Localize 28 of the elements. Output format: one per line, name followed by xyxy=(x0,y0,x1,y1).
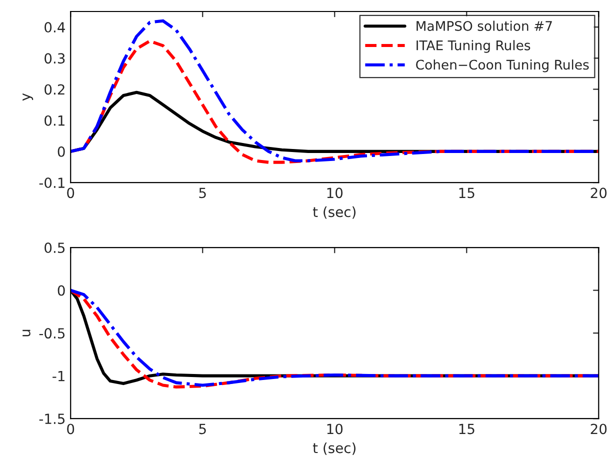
y-axis-title: y xyxy=(22,93,34,101)
y-tick-label: 0.3 xyxy=(44,53,65,64)
x-tick-label: 20 xyxy=(590,424,607,434)
x-axis-title: t (sec) xyxy=(312,206,356,219)
legend-label: Cohen−Coon Tuning Rules xyxy=(416,59,589,72)
x-tick-label: 20 xyxy=(590,188,607,198)
y-tick-label: -0.5 xyxy=(39,328,65,339)
legend-label: ITAE Tuning Rules xyxy=(416,40,530,53)
legend-label: MaMPSO solution #7 xyxy=(416,20,552,31)
y-tick-label: 0.2 xyxy=(44,84,64,95)
x-tick-label: 10 xyxy=(327,424,343,434)
x-tick-label: 15 xyxy=(459,188,474,198)
y-tick-label: -1 xyxy=(52,370,64,382)
x-tick-label: 5 xyxy=(199,188,206,198)
x-tick-label: 10 xyxy=(327,188,343,198)
y-tick-label: 0 xyxy=(58,285,65,296)
y-tick-label: 0.1 xyxy=(44,115,64,126)
y-tick-label: -1.5 xyxy=(39,414,65,424)
y-axis-title: u xyxy=(22,330,30,336)
y-tick-label: 0 xyxy=(58,146,65,157)
x-tick-label: 0 xyxy=(67,424,74,434)
y-tick-label: 0.5 xyxy=(44,242,65,254)
x-tick-label: 5 xyxy=(199,424,206,434)
y-tick-label: -0.1 xyxy=(39,178,64,188)
x-tick-label: 0 xyxy=(67,188,74,198)
x-tick-label: 15 xyxy=(459,424,474,434)
x-axis-title: t (sec) xyxy=(312,442,356,455)
y-tick-label: 0.4 xyxy=(44,22,65,33)
